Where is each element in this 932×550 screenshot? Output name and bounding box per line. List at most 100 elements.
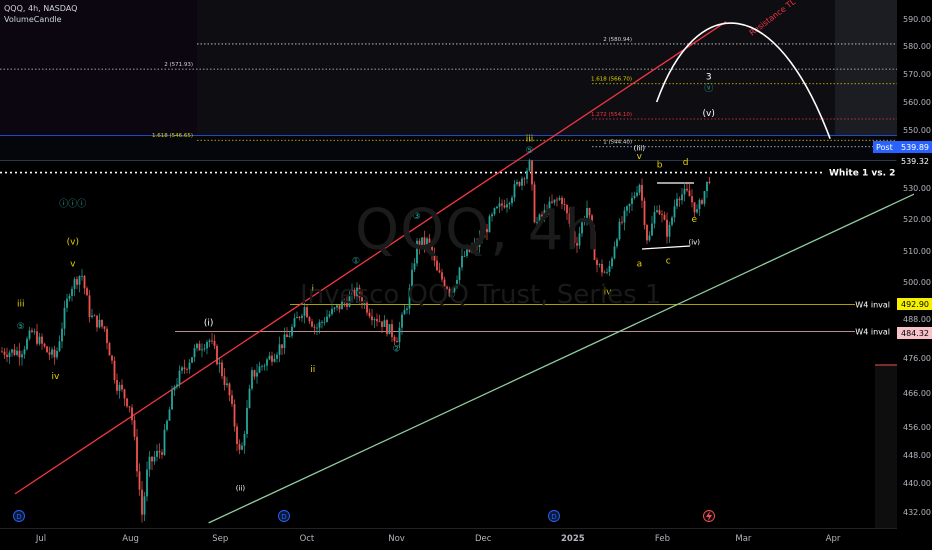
price-tick: 570.00 [903, 70, 931, 79]
candle-body [21, 354, 23, 358]
candle-body [123, 389, 126, 399]
level-label: 1.618 (566.70) [591, 77, 632, 83]
price-tick: 550.00 [903, 126, 931, 135]
price-tick: 530.00 [903, 184, 931, 193]
candle-body [103, 326, 106, 329]
price-tick: 560.00 [903, 98, 931, 107]
wave-label: (v) [67, 238, 79, 248]
candle-body [1, 351, 3, 353]
candle-body [543, 210, 546, 217]
price-axis[interactable] [897, 0, 932, 550]
candle-body [3, 351, 6, 355]
price-tag-value: 539.89 [901, 143, 929, 152]
wave-label: c [666, 256, 671, 266]
candle-body [173, 386, 176, 391]
candle-body [608, 266, 611, 272]
wave-label: iii [17, 300, 25, 310]
level-label: 1.272 (554.10) [591, 112, 632, 118]
candle-body [621, 221, 623, 223]
candle-body [323, 321, 326, 323]
level-label: White 1 vs. 2 [829, 169, 895, 179]
candle-body [266, 359, 268, 366]
candle-body [186, 368, 188, 370]
level-label: 1 (544.40) [603, 140, 632, 146]
candle-body [441, 272, 443, 280]
candle-body [336, 305, 338, 308]
candle-body [386, 320, 388, 335]
candle-body [28, 330, 31, 339]
candle-body [376, 319, 378, 322]
fib-zone-band [0, 135, 897, 161]
candle-body [706, 181, 708, 191]
candle-body [573, 231, 576, 244]
candle-body [596, 259, 598, 265]
candle-body [23, 349, 26, 355]
candle-body [48, 352, 51, 355]
symbol-line[interactable]: QQQ, 4h, NASDAQ [4, 4, 78, 13]
candle-body [203, 348, 206, 350]
candle-body [423, 237, 426, 245]
price-tick: 580.00 [903, 42, 931, 51]
candle-body [261, 365, 263, 367]
wave-label: i [311, 284, 314, 294]
candle-body [653, 212, 656, 224]
wave-label: a [637, 260, 643, 270]
dividend-icon-glyph: D [551, 513, 556, 521]
wave-label: v [70, 260, 76, 270]
candle-body [226, 383, 228, 386]
candle-body [348, 295, 351, 307]
candle-body [248, 388, 251, 408]
candle-body [51, 349, 53, 355]
candle-body [26, 338, 28, 350]
price-tag-label: Post [876, 143, 893, 152]
candle-body [641, 185, 643, 201]
time-tick: Mar [735, 534, 752, 544]
fib-zone-mid [197, 0, 835, 135]
candle-body [151, 456, 153, 462]
candle-body [618, 221, 621, 240]
candle-body [43, 343, 46, 347]
candle-body [41, 336, 43, 344]
candle-body [461, 255, 463, 268]
candle-body [86, 288, 88, 296]
wave-label: v [637, 152, 643, 162]
candle-body [196, 343, 198, 349]
level-label: 2 (580.94) [603, 37, 632, 43]
candle-body [143, 496, 146, 515]
candle-body [163, 429, 166, 455]
candle-body [53, 349, 56, 358]
chart-header: QQQ, 4h, NASDAQ VolumeCandle [4, 3, 77, 25]
candle-body [568, 213, 571, 224]
candle-body [168, 409, 171, 421]
candle-body [606, 271, 608, 273]
candle-body [351, 289, 353, 296]
candle-body [241, 445, 243, 450]
candle-body [236, 426, 238, 444]
indicator-label[interactable]: VolumeCandle [4, 15, 62, 24]
candle-body [643, 200, 646, 226]
candle-body [298, 316, 301, 318]
candle-body [626, 206, 628, 211]
candle-body [38, 336, 41, 344]
candle-body [418, 240, 421, 248]
candle-body [513, 184, 516, 198]
time-tick: 2025 [561, 534, 585, 544]
candle-body [258, 366, 261, 373]
watermark-symbol: QQQ, 4h [355, 198, 601, 263]
candle-body [478, 237, 481, 247]
candle-body [388, 324, 391, 335]
candle-body [46, 346, 48, 353]
candle-body [686, 188, 688, 191]
candle-body [251, 370, 253, 389]
candle-body [333, 307, 336, 309]
wave-label: ⑤ [17, 322, 25, 332]
candle-body [503, 205, 506, 208]
candle-body [546, 210, 548, 216]
candle-body [301, 315, 303, 318]
wave-label: iii [526, 135, 534, 145]
candle-body [681, 194, 683, 201]
wave-label: ⓘⓘⓘ [59, 199, 86, 210]
candle-body [211, 340, 213, 342]
